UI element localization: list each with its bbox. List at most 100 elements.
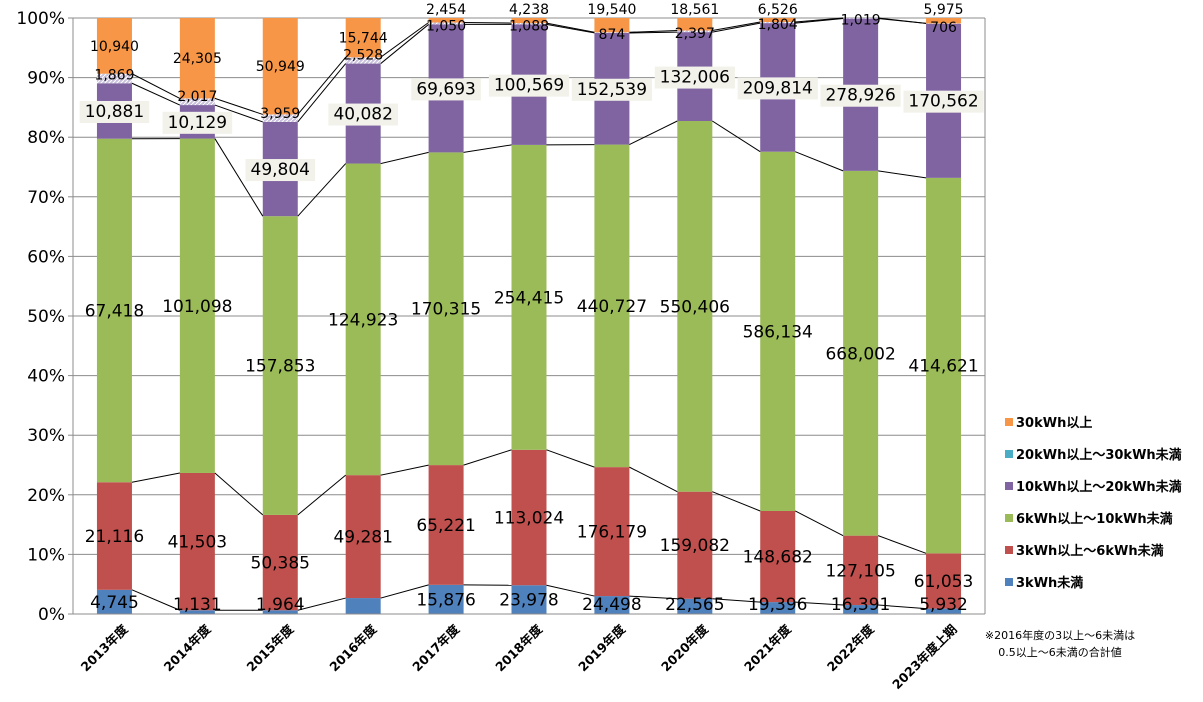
connector-s2-4 (463, 144, 512, 153)
y-axis: 0% 10% 20% 30% 40% 50% 60% 70% 80% 90% 100% (16, 9, 986, 625)
data-label-2021-s2: 586,134 (743, 322, 813, 342)
label-bg-2015-s3 (245, 159, 316, 182)
legend-label-0: 3kWh未満 (1016, 575, 1083, 591)
label-bg-2023-s3 (903, 90, 984, 113)
data-label-2023-s0: 5,932 (919, 595, 968, 615)
connector-s0-6 (629, 595, 678, 600)
bar-2015-s5 (262, 18, 298, 115)
bar-2013-s4 (96, 73, 132, 84)
connector-s0-3 (380, 584, 429, 599)
connector-s0-9 (878, 604, 927, 610)
bar-2016-s1 (345, 475, 381, 599)
bar-2022-s0 (843, 605, 879, 614)
label-bg-2021-s3 (737, 77, 818, 100)
connector-s1-1 (214, 472, 264, 516)
data-label-2018-s2: 254,415 (494, 288, 564, 308)
data-label-2015-s3: 49,804 (251, 160, 310, 180)
bar-2017-s5 (428, 18, 464, 23)
label-bg-2013-s3 (79, 100, 150, 123)
bar-2014-s0 (179, 610, 215, 614)
bar-2023-s5 (926, 18, 962, 24)
bar-2015-s0 (262, 610, 298, 614)
footnote-line-1: 0.5以上～6未満の合計値 (998, 645, 1122, 659)
data-label-2018-s0: 23,978 (499, 591, 558, 611)
bar-2018-s5 (511, 18, 547, 24)
legend-label-4: 20kWh以上～30kWh未満 (1016, 447, 1182, 463)
connector-s0-8 (795, 601, 844, 606)
category-label-2020: 2020年度 (658, 621, 711, 674)
bar-2023-s2 (926, 177, 962, 554)
connector-s4-3 (380, 22, 429, 58)
bar-2023-s0 (926, 608, 962, 614)
data-label-2023-s1: 61,053 (914, 572, 973, 592)
connector-s3-7 (712, 22, 761, 33)
data-label-2021-s4: 1,804 (758, 17, 798, 33)
category-label-2021: 2021年度 (741, 621, 794, 674)
data-label-2019-s3: 152,539 (577, 80, 647, 100)
data-label-2014-s0: 1,131 (173, 595, 222, 615)
y-tick-label: 30% (27, 426, 65, 446)
bar-2019-s0 (594, 596, 630, 614)
label-bg-2022-s3 (820, 84, 901, 107)
connector-s2-3 (380, 151, 429, 165)
connector-s1-8 (794, 510, 844, 537)
data-label-2015-s1: 50,385 (251, 554, 310, 574)
data-label-2014-s5: 24,305 (173, 51, 222, 67)
footnote-line-0: ※2016年度の3以上～6未満は (985, 628, 1135, 642)
bar-2020-s4 (677, 30, 713, 33)
connector-s1-4 (463, 449, 512, 466)
data-label-2022-s4: 1,019 (841, 13, 881, 29)
data-label-2018-s3: 100,569 (494, 76, 564, 96)
connector-s2-7 (712, 120, 761, 153)
data-label-2017-s1: 65,221 (416, 516, 475, 536)
bar-2023-s1 (926, 553, 962, 609)
bar-2017-s4 (428, 22, 464, 25)
bar-2018-s0 (511, 585, 547, 614)
data-label-2021-s1: 148,682 (743, 548, 813, 568)
bar-2020-s1 (677, 491, 713, 599)
bar-2019-s5 (594, 18, 630, 33)
bar-2018-s4 (511, 23, 547, 25)
category-label-2019: 2019年度 (575, 621, 628, 674)
data-label-2022-s2: 668,002 (825, 344, 895, 364)
bar-2019-s1 (594, 467, 630, 597)
data-label-2018-s1: 113,024 (494, 509, 564, 529)
data-label-2016-s3: 40,082 (333, 105, 392, 125)
data-label-2022-s3: 278,926 (825, 86, 895, 106)
data-label-2020-s2: 550,406 (660, 297, 730, 317)
data-label-2019-s2: 440,727 (577, 297, 647, 317)
connector-s1-0 (131, 472, 180, 483)
data-label-2016-s2: 124,923 (328, 310, 398, 330)
bar-2021-s4 (760, 22, 796, 24)
connector-s3-6 (629, 31, 678, 34)
data-label-2017-s0: 15,876 (416, 590, 475, 610)
bar-2019-s2 (594, 144, 630, 468)
data-label-2014-s1: 41,503 (168, 533, 227, 553)
bar-2019-s4 (594, 32, 630, 33)
data-label-2013-s2: 67,418 (85, 301, 144, 321)
legend-label-2: 6kWh以上～10kWh未満 (1016, 511, 1173, 527)
data-label-2021-s3: 209,814 (743, 78, 813, 98)
connector-s4-4 (463, 22, 512, 24)
connector-s3-2 (297, 63, 347, 123)
legend-swatch-3 (1005, 482, 1013, 490)
y-tick-label: 50% (27, 307, 65, 327)
bar-2017-s0 (428, 584, 464, 614)
data-label-2019-s4: 874 (599, 27, 626, 43)
connector-s1-9 (877, 535, 927, 554)
legend-swatch-1 (1005, 546, 1013, 554)
x-axis: 2013年度 2014年度 2015年度 2016年度 2017年度 2018年度 2019… (73, 613, 985, 692)
data-label-2020-s1: 159,082 (660, 536, 730, 556)
bar-2016-s5 (345, 18, 381, 58)
bar-2014-s2 (179, 138, 215, 473)
category-label-2017: 2017年度 (409, 621, 462, 674)
data-label-2013-s0: 4,745 (90, 593, 139, 613)
bar-2016-s4 (345, 57, 381, 64)
connector-s2-2 (297, 163, 347, 217)
connector-s2-1 (214, 138, 264, 217)
connector-s1-7 (712, 491, 761, 512)
data-label-2021-s0: 19,396 (748, 595, 807, 615)
category-label-2013: 2013年度 (78, 621, 131, 674)
bar-2015-s2 (262, 216, 298, 515)
y-tick-label: 40% (27, 367, 65, 387)
